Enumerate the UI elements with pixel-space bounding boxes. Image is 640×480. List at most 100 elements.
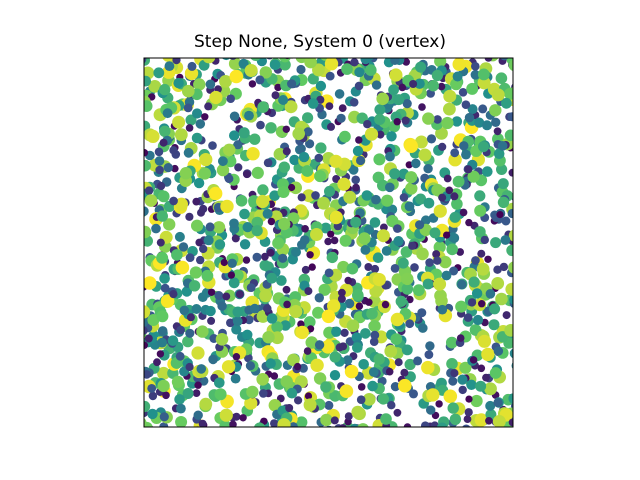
scatter-point — [400, 246, 413, 258]
scatter-point — [242, 256, 251, 264]
scatter-point — [329, 370, 341, 381]
scatter-point — [339, 130, 351, 143]
scatter-point — [285, 404, 294, 412]
scatter-point — [468, 276, 480, 288]
scatter-point — [449, 413, 462, 425]
scatter-point — [380, 223, 388, 232]
scatter-point — [369, 284, 383, 298]
scatter-point — [425, 258, 434, 267]
scatter-point — [360, 58, 371, 65]
scatter-point — [174, 128, 188, 142]
scatter-point — [459, 361, 472, 374]
scatter-point — [269, 59, 281, 71]
scatter-point — [173, 77, 184, 89]
scatter-point — [270, 372, 279, 380]
scatter-point — [251, 216, 264, 229]
scatter-point — [205, 79, 216, 90]
scatter-point — [439, 255, 452, 269]
scatter-point — [465, 395, 473, 403]
scatter-point — [452, 58, 466, 71]
scatter-point — [230, 373, 241, 384]
scatter-point — [351, 175, 361, 185]
scatter-point — [389, 168, 401, 180]
scatter-point — [376, 130, 385, 139]
scatter-point — [432, 250, 441, 259]
scatter-point — [199, 204, 208, 214]
scatter-point — [362, 393, 376, 406]
scatter-point — [414, 135, 428, 149]
scatter-point — [312, 63, 325, 77]
scatter-point — [317, 196, 330, 210]
scatter-point — [287, 79, 297, 89]
scatter-point — [244, 396, 258, 410]
scatter-point — [426, 388, 440, 402]
scatter-point — [305, 336, 318, 349]
scatter-point — [332, 175, 341, 183]
scatter-point — [196, 325, 209, 338]
scatter-point — [171, 249, 183, 261]
scatter-point — [443, 89, 457, 103]
scatter-point — [215, 333, 229, 346]
scatter-point — [164, 61, 175, 71]
scatter-point — [484, 382, 497, 396]
scatter-point — [160, 294, 175, 308]
scatter-point — [192, 197, 201, 206]
scatter-point — [301, 165, 314, 177]
scatter-point — [402, 99, 412, 109]
scatter-point — [399, 193, 409, 202]
scatter-point — [227, 258, 237, 268]
scatter-point — [191, 304, 202, 314]
scatter-point — [283, 300, 291, 309]
scatter-point — [148, 80, 162, 93]
scatter-point — [406, 295, 414, 304]
scatter-point — [324, 237, 332, 246]
scatter-point — [144, 75, 151, 87]
scatter-point — [193, 78, 206, 91]
scatter-point — [507, 112, 513, 122]
scatter-point — [477, 249, 486, 258]
scatter-point — [404, 358, 416, 371]
scatter-point — [248, 80, 257, 88]
scatter-point — [270, 419, 279, 427]
scatter-point — [415, 193, 427, 205]
scatter-point — [334, 89, 345, 99]
scatter-point — [279, 58, 291, 63]
scatter-point — [159, 125, 171, 137]
scatter-point — [364, 127, 379, 141]
scatter-point — [301, 225, 309, 233]
scatter-point — [385, 182, 395, 193]
scatter-point — [307, 325, 315, 333]
scatter-point — [229, 58, 237, 60]
scatter-point — [350, 216, 362, 228]
scatter-point — [482, 166, 493, 177]
scatter-point — [338, 288, 346, 297]
scatter-point — [287, 353, 300, 367]
scatter-point — [311, 191, 320, 200]
axes-frame — [143, 57, 514, 428]
scatter-point — [154, 147, 164, 157]
scatter-point — [159, 138, 168, 147]
scatter-point — [144, 370, 151, 379]
scatter-point — [246, 147, 260, 161]
scatter-point — [405, 171, 418, 184]
scatter-point — [185, 328, 195, 338]
scatter-point — [466, 82, 479, 95]
scatter-point — [195, 238, 204, 247]
scatter-point — [314, 293, 324, 303]
scatter-point — [470, 394, 483, 408]
scatter-point — [431, 69, 443, 82]
scatter-point — [310, 228, 323, 241]
scatter-point — [265, 358, 276, 369]
scatter-point — [368, 320, 381, 333]
scatter-point — [196, 364, 207, 374]
scatter-point — [398, 378, 412, 393]
scatter-point — [390, 333, 403, 345]
scatter-point — [374, 113, 386, 125]
scatter-point — [491, 117, 501, 128]
scatter-point — [147, 314, 160, 326]
scatter-point — [423, 164, 433, 174]
scatter-point — [320, 222, 332, 234]
scatter-point — [244, 110, 254, 121]
scatter-point — [480, 235, 489, 245]
scatter-point — [329, 210, 343, 225]
